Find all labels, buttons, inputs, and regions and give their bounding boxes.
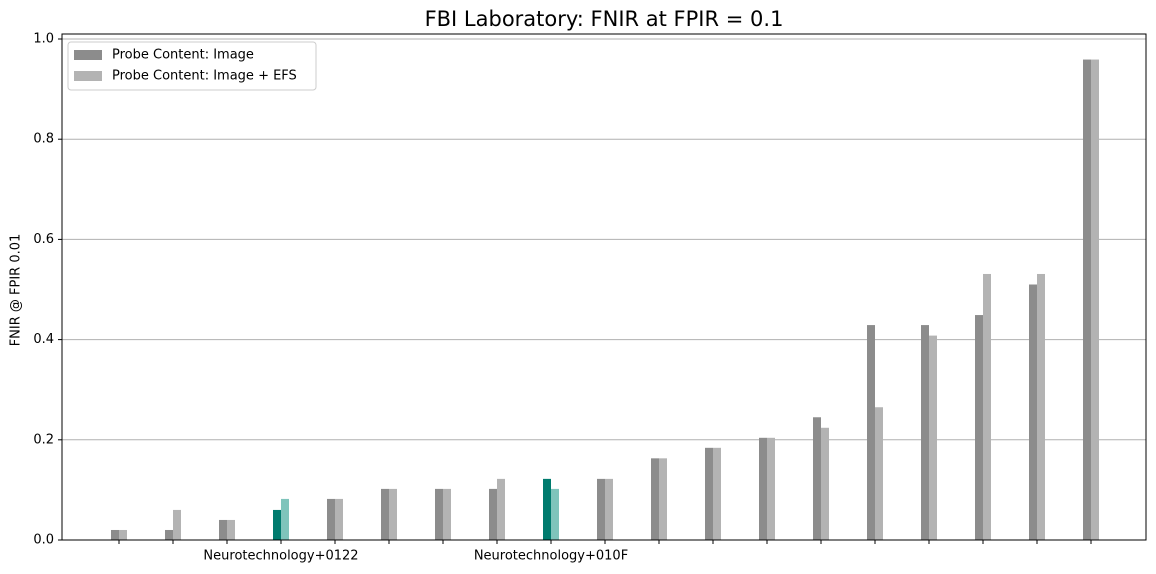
y-axis-label: FNIR @ FPIR 0.01 xyxy=(9,234,24,347)
bar xyxy=(489,488,497,540)
bar xyxy=(327,498,335,540)
bar xyxy=(273,509,281,540)
bar xyxy=(281,498,289,540)
bar xyxy=(543,478,551,540)
bar xyxy=(975,315,983,540)
bar xyxy=(227,519,235,540)
legend-box xyxy=(67,41,317,91)
legend-label: Probe Content: Image xyxy=(112,48,254,63)
bar xyxy=(983,273,991,540)
bar xyxy=(921,325,929,540)
bar xyxy=(165,529,173,540)
bar xyxy=(551,488,559,540)
bar xyxy=(705,447,713,540)
chart-title: FBI Laboratory: FNIR at FPIR = 0.1 xyxy=(425,7,784,31)
bar xyxy=(119,529,127,540)
y-tick-label: 0.2 xyxy=(33,432,54,447)
bar xyxy=(497,478,505,540)
bar xyxy=(435,488,443,540)
bar xyxy=(381,488,389,540)
bar xyxy=(1029,284,1037,540)
y-tick-label: 0.0 xyxy=(33,533,54,548)
bar xyxy=(1037,273,1045,540)
y-tick-label: 1.0 xyxy=(33,32,54,47)
bar xyxy=(443,488,451,540)
bar xyxy=(867,325,875,540)
bar xyxy=(759,437,767,540)
bar xyxy=(335,498,343,540)
bar xyxy=(767,437,775,540)
bar xyxy=(111,529,119,540)
bar xyxy=(659,458,667,540)
bar xyxy=(651,458,659,540)
y-tick-label: 0.4 xyxy=(33,332,54,347)
bar xyxy=(713,447,721,540)
bar xyxy=(605,478,613,540)
bar xyxy=(597,478,605,540)
plot-frame xyxy=(61,33,1147,541)
legend-swatch xyxy=(74,50,102,60)
bar xyxy=(1083,59,1091,540)
bar xyxy=(813,417,821,540)
bar xyxy=(929,335,937,540)
y-tick-label: 0.6 xyxy=(33,232,54,247)
bar xyxy=(875,407,883,540)
bar xyxy=(1091,59,1099,540)
bar xyxy=(389,488,397,540)
y-tick-label: 0.8 xyxy=(33,132,54,147)
bar xyxy=(821,427,829,540)
x-tick-label: Neurotechnology+0122 xyxy=(203,549,358,564)
legend-swatch xyxy=(74,71,102,81)
legend-label: Probe Content: Image + EFS xyxy=(112,69,297,84)
legend: Probe Content: Image Probe Content: Image… xyxy=(67,41,317,91)
x-tick-label: Neurotechnology+010F xyxy=(474,549,628,564)
bar xyxy=(219,519,227,540)
bar xyxy=(173,509,181,540)
